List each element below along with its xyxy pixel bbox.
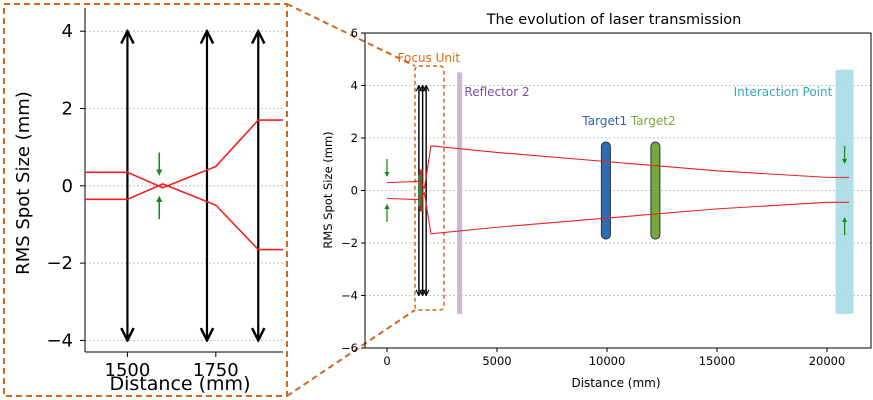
inset-dashed-frame [3, 3, 288, 397]
annotation-focus-unit: Focus Unit [398, 51, 461, 65]
inset-gridlines [85, 30, 283, 341]
main-y-tick-label: −4 [341, 289, 358, 303]
main-y-tick-label: 2 [351, 131, 358, 145]
inset-zoom-panel: 4 2 0 −2 −4 1500 1750 Distance (mm) RMS Spot S… [3, 3, 288, 397]
main-x-tick-label: 5000 [482, 354, 511, 368]
inset-x-tick-label: 1750 [193, 360, 239, 381]
inset-plot-marks [85, 31, 283, 340]
main-annotations: Focus Unit Reflector 2 Target1 Target2 Inter… [398, 51, 833, 128]
main-tick-labels: 6 4 2 0 −2 −4 −6 0 5000 10000 15000 20000 [341, 26, 845, 368]
main-optical-components [457, 69, 854, 314]
inset-x-axis-label: Distance (mm) [110, 373, 251, 395]
main-x-tick-label: 20000 [809, 354, 846, 368]
inset-y-tick-label: 0 [62, 176, 73, 197]
main-beam-envelope-line [386, 145, 849, 190]
main-x-tick-label: 10000 [589, 354, 626, 368]
main-y-tick-label: −6 [341, 341, 358, 355]
inset-beam-envelope-line [85, 119, 283, 189]
annotation-interaction-point: Interaction Point [734, 85, 833, 99]
main-beam-envelope-line [386, 191, 849, 235]
inset-y-tick-label: 4 [62, 21, 73, 42]
component-target2 [650, 141, 661, 240]
main-x-tick-label: 15000 [699, 354, 736, 368]
main-chart-title: The evolution of laser transmission [486, 12, 742, 28]
focus-unit-green-element [418, 174, 422, 207]
main-chart-panel: The evolution of laser transmission 6420… [321, 12, 872, 390]
annotation-target2: Target2 [630, 114, 676, 128]
main-x-axis-label: Distance (mm) [571, 376, 660, 390]
main-y-tick-label: 6 [351, 26, 358, 40]
inset-y-tick-label: −4 [46, 330, 73, 351]
zoom-connector-top [286, 3, 416, 67]
focus-unit-dashed-box [414, 65, 445, 311]
main-gridlines [365, 85, 871, 296]
inset-y-axis-label: RMS Spot Size (mm) [13, 91, 34, 275]
main-x-tick-label: 0 [383, 354, 390, 368]
inset-tick-labels: 4 2 0 −2 −4 1500 1750 [46, 21, 238, 381]
inset-y-tick-label: 2 [62, 98, 73, 119]
annotation-reflector-2: Reflector 2 [464, 85, 529, 99]
main-plot-marks [384, 86, 849, 296]
main-y-tick-label: 0 [351, 184, 358, 198]
component-target1 [600, 141, 611, 240]
inset-y-tick-label: −2 [46, 253, 73, 274]
zoom-connector-bottom [286, 309, 416, 397]
inset-beam-envelope-line [85, 182, 283, 251]
main-y-axis-label: RMS Spot Size (mm) [321, 131, 335, 248]
component-interaction-point [835, 69, 854, 314]
component-reflector-2 [457, 72, 463, 314]
main-y-tick-label: −2 [341, 236, 358, 250]
main-y-tick-label: 4 [351, 79, 358, 93]
annotation-target1: Target1 [581, 114, 627, 128]
inset-x-tick-label: 1500 [105, 360, 151, 381]
